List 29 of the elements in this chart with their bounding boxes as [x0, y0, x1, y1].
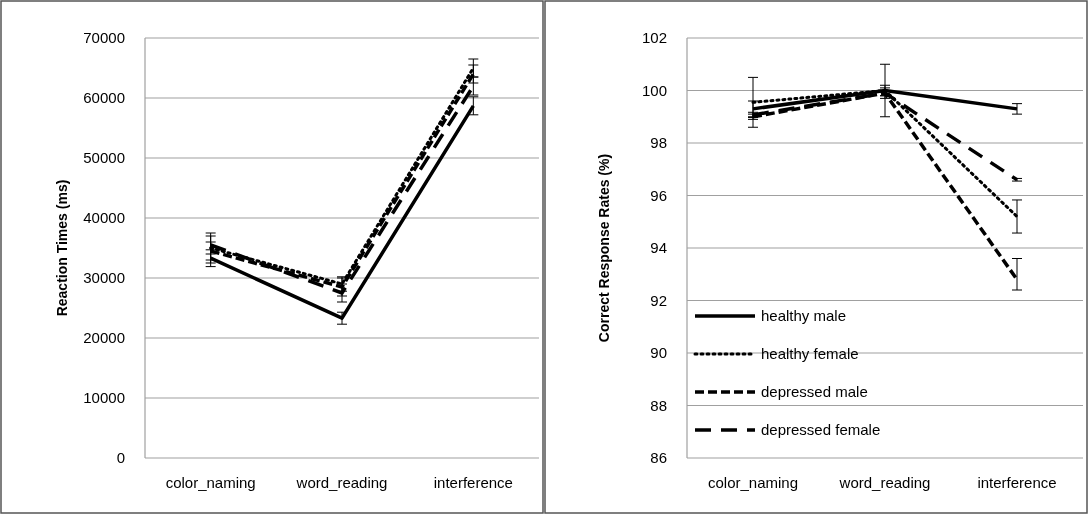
y-tick-label: 90: [650, 344, 667, 362]
y-tick-label: 50000: [83, 149, 125, 167]
y-tick-label: 94: [650, 239, 667, 257]
legend-label: healthy female: [761, 345, 859, 363]
y-tick-label: 40000: [83, 209, 125, 227]
x-tick-label: interference: [977, 474, 1057, 491]
y-tick-label: 60000: [83, 89, 125, 107]
legend-label: healthy male: [761, 307, 847, 325]
y-axis-title: Reaction Times (ms): [54, 179, 70, 317]
y-tick-label: 10000: [83, 389, 125, 407]
y-tick-label: 102: [641, 29, 667, 47]
y-tick-label: 86: [650, 449, 667, 467]
x-tick-label: color_naming: [707, 474, 799, 491]
legend-label: depressed female: [761, 421, 881, 439]
y-tick-label: 20000: [83, 329, 125, 347]
y-tick-label: 70000: [83, 29, 125, 47]
y-tick-label: 30000: [83, 269, 125, 287]
y-tick-label: 92: [650, 291, 667, 309]
y-axis-title: Correct Response Rates (%): [596, 153, 612, 343]
x-tick-label: word_reading: [295, 474, 388, 491]
x-tick-label: interference: [433, 474, 513, 491]
y-tick-label: 100: [641, 81, 667, 99]
y-tick-label: 96: [650, 186, 667, 204]
x-tick-label: color_naming: [165, 474, 256, 491]
y-tick-label: 88: [650, 396, 667, 414]
y-tick-label: 0: [116, 449, 125, 467]
y-tick-label: 98: [650, 134, 667, 152]
x-tick-label: word_reading: [838, 474, 931, 491]
legend-label: depressed male: [761, 383, 868, 401]
